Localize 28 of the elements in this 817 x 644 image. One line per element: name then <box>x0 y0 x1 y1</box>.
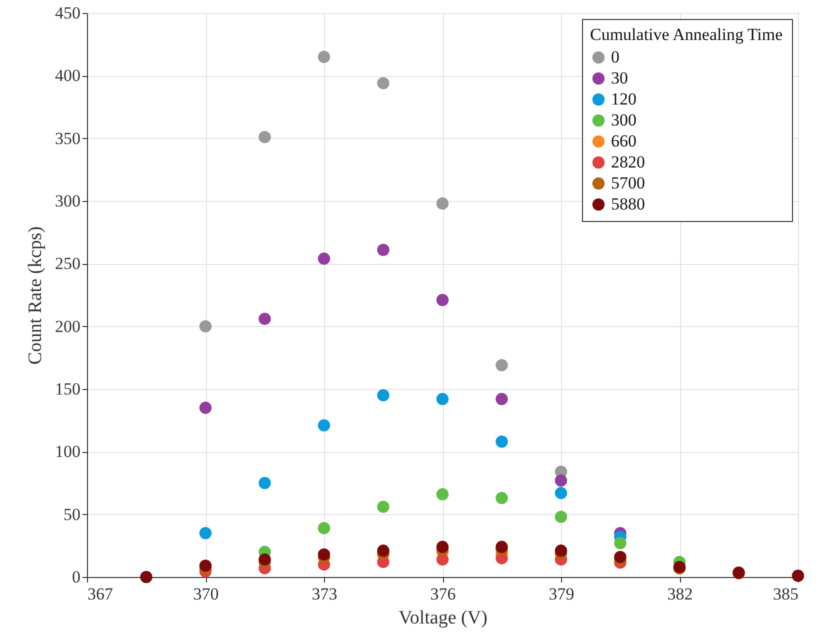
y-tick-label: 300 <box>55 192 80 210</box>
x-tick-label: 379 <box>548 584 574 604</box>
y-axis-title: Count Rate (kcps) <box>25 226 46 365</box>
y-tick-label: 450 <box>55 4 80 22</box>
legend-label: 30 <box>611 68 628 88</box>
legend-label: 2820 <box>611 152 645 172</box>
y-tick-label: 150 <box>55 380 80 398</box>
x-tick-label: 367 <box>88 584 114 604</box>
x-tick-label: 385 <box>773 584 798 604</box>
x-tick-label: 373 <box>312 584 338 604</box>
x-tick-label: 382 <box>667 584 693 604</box>
legend-label: 300 <box>611 110 636 130</box>
x-tick-label: 376 <box>430 584 456 604</box>
legend-label: 5880 <box>611 194 645 214</box>
x-axis-title: Voltage (V) <box>398 608 488 628</box>
y-tick-label: 200 <box>55 316 80 336</box>
y-tick-label: 350 <box>55 128 80 148</box>
y-tick-label: 250 <box>55 254 80 274</box>
legend-label: 120 <box>611 90 636 108</box>
legend-label: 660 <box>611 132 636 150</box>
legend-title: Cumulative Annealing Time <box>590 25 783 44</box>
x-tick-label: 370 <box>193 584 219 604</box>
legend-label: 0 <box>611 48 620 66</box>
y-tick-label: 400 <box>55 66 80 86</box>
y-tick-label: 50 <box>64 504 80 524</box>
legend-label: 5700 <box>611 174 645 192</box>
y-tick-label: 100 <box>55 442 80 462</box>
y-tick-label: 0 <box>72 568 80 586</box>
